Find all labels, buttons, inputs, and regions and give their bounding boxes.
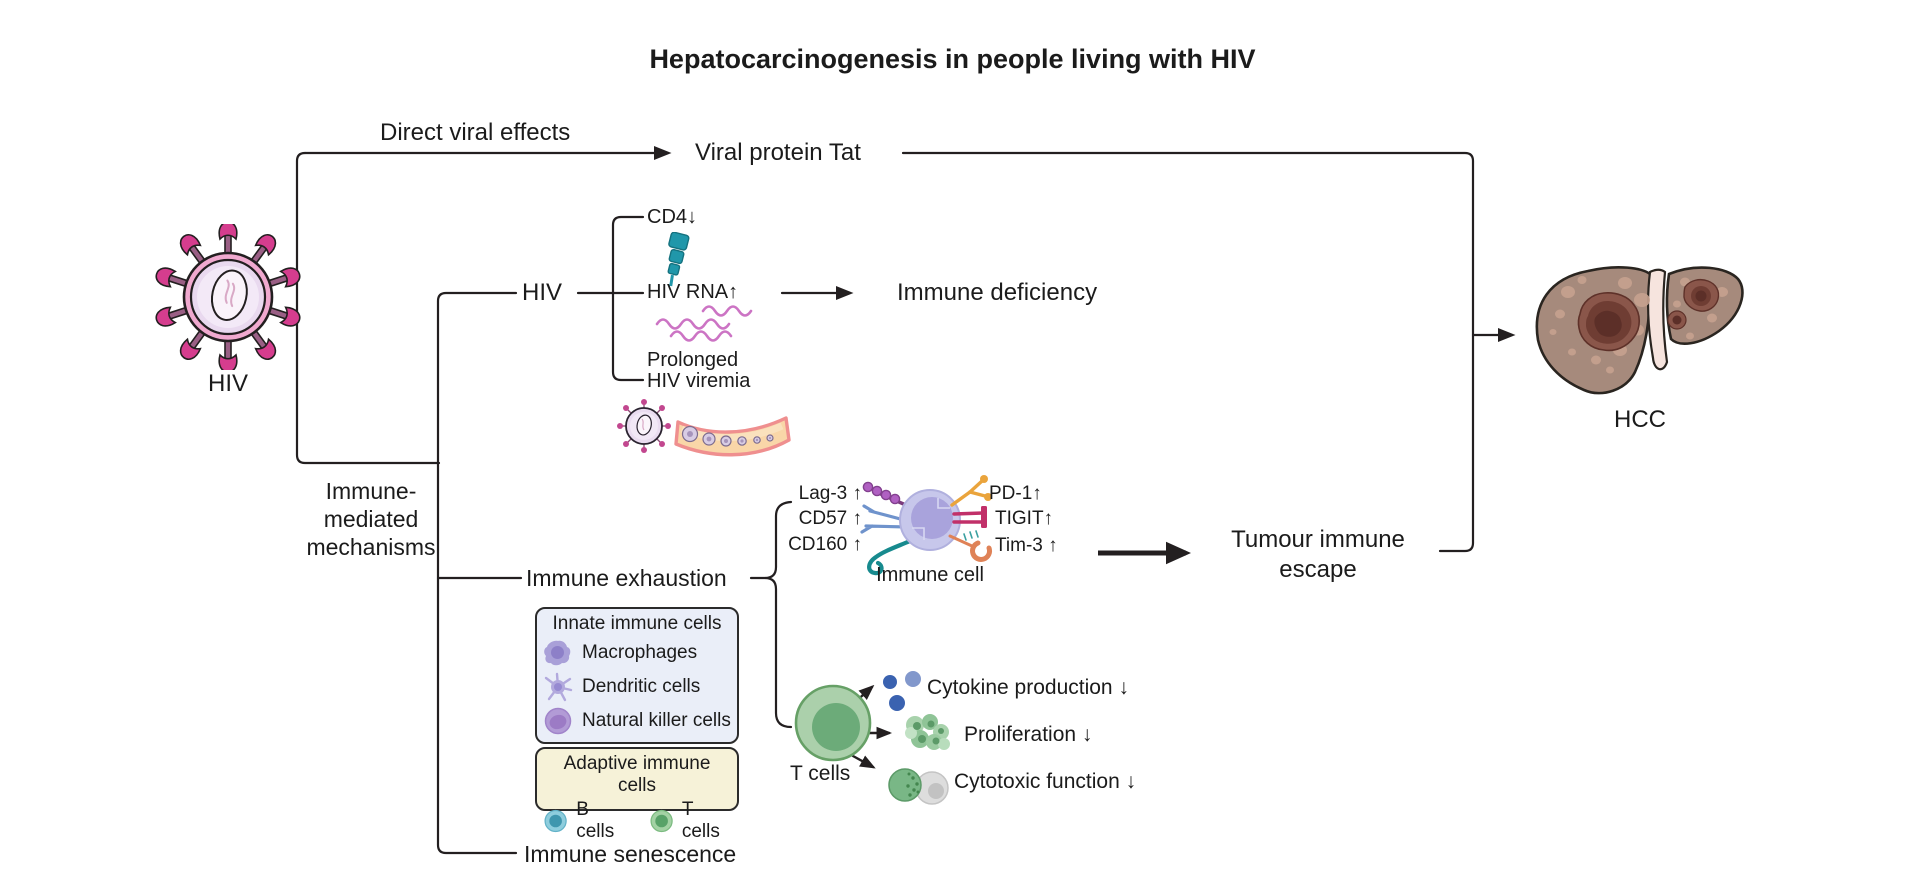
adaptive-legend-title: Adaptive immune cells <box>563 753 711 796</box>
dendritic-cell-icon <box>544 672 573 702</box>
arrow-cytotoxic <box>851 754 876 769</box>
pd1-icon <box>950 475 992 507</box>
line-trunk <box>436 291 518 855</box>
cd160-label: CD160 ↑ <box>788 534 862 555</box>
tim3-label: Tim-3 ↑ <box>995 535 1058 556</box>
immune-mediated-label: Immune- mediated mechanisms <box>285 477 457 561</box>
line-tat-to-hcc <box>901 151 1475 553</box>
cd57-label: CD57 ↑ <box>798 508 862 529</box>
hiv-rna-icon <box>655 305 753 342</box>
pd1-label: PD-1↑ <box>989 483 1042 504</box>
adaptive-legend-box: Adaptive immune cells B cells T cells <box>535 747 739 842</box>
natural-killer-cells-label: Natural killer cells <box>582 710 731 731</box>
cd4-label: CD4↓ <box>647 206 698 228</box>
line-hiv-up-branch <box>295 151 441 465</box>
b-cell-icon <box>544 809 567 833</box>
cytotoxic-cells-icon <box>888 768 949 805</box>
line-hiv-bracket <box>611 215 645 382</box>
direct-viral-effects-label: Direct viral effects <box>380 119 571 146</box>
t-cell-illustration <box>794 671 950 805</box>
liver-hcc-icon <box>1535 266 1744 395</box>
tumour-escape-line2: escape <box>1279 556 1357 583</box>
immune-mediated-line1: Immune- <box>325 478 417 504</box>
legend-row-macrophages: Macrophages <box>543 638 731 668</box>
tumor-small <box>1683 278 1720 312</box>
immune-cell-label: Immune cell <box>876 564 984 586</box>
proliferation-cluster-icon <box>905 714 950 750</box>
tim3-icon <box>948 530 992 562</box>
tigit-icon <box>952 506 987 528</box>
cytokine-dots-icon <box>883 671 921 711</box>
cytotoxic-function-label: Cytotoxic function ↓ <box>954 770 1137 793</box>
lag3-label: Lag-3 ↑ <box>798 483 862 504</box>
immune-mediated-line3: mechanisms <box>306 534 436 560</box>
viral-protein-tat-label: Viral protein Tat <box>695 139 861 166</box>
hiv-rna-label: HIV RNA↑ <box>647 281 739 303</box>
hiv-branch-label: HIV <box>522 279 563 306</box>
innate-legend-box: Innate immune cells Macrophages Dendriti… <box>535 607 739 744</box>
t-cell-legend-icon <box>650 809 673 833</box>
cytokine-production-label: Cytokine production ↓ <box>927 676 1129 699</box>
dendritic-cells-label: Dendritic cells <box>582 676 701 697</box>
viremia-vessel-icon <box>617 399 791 457</box>
innate-legend-title: Innate immune cells <box>552 613 722 634</box>
legend-row-dendritic: Dendritic cells <box>543 671 731 703</box>
immune-cell-icon <box>860 475 992 576</box>
tumor-tiny <box>1667 310 1687 330</box>
lag3-icon <box>862 481 910 508</box>
tigit-label: TIGIT↑ <box>995 508 1054 529</box>
immune-deficiency-label: Immune deficiency <box>897 279 1098 306</box>
tumour-immune-escape-label: Tumour immune escape <box>1218 525 1418 585</box>
adaptive-legend-items: B cells T cells <box>543 799 731 843</box>
hiv-virus-label: HIV <box>207 370 248 397</box>
tumor-large <box>1577 292 1641 352</box>
b-cells-label: B cells <box>576 799 615 842</box>
natural-killer-cell-icon <box>544 707 572 735</box>
macrophages-label: Macrophages <box>582 642 698 663</box>
t-cells-label: T cells <box>790 762 851 785</box>
cd4-receptor-icon <box>667 232 690 287</box>
prolonged-line1: Prolonged <box>647 349 739 371</box>
proliferation-label: Proliferation ↓ <box>964 723 1093 746</box>
immune-senescence-label: Immune senescence <box>524 841 737 867</box>
tumour-escape-line1: Tumour immune <box>1231 526 1405 553</box>
t-cells-legend-label: T cells <box>681 799 720 842</box>
prolonged-line2: HIV viremia <box>647 370 751 392</box>
prolonged-viremia-label: Prolonged HIV viremia <box>647 350 750 392</box>
immune-exhaustion-label: Immune exhaustion <box>526 565 727 591</box>
macrophage-icon <box>544 640 571 666</box>
immune-mediated-line2: mediated <box>323 506 419 532</box>
hiv-virus-icon <box>155 224 301 370</box>
hcc-label: HCC <box>1614 406 1666 433</box>
cd160-icon <box>867 538 913 576</box>
legend-row-nk: Natural killer cells <box>543 706 731 736</box>
page-title: Hepatocarcinogenesis in people living wi… <box>649 44 1256 74</box>
